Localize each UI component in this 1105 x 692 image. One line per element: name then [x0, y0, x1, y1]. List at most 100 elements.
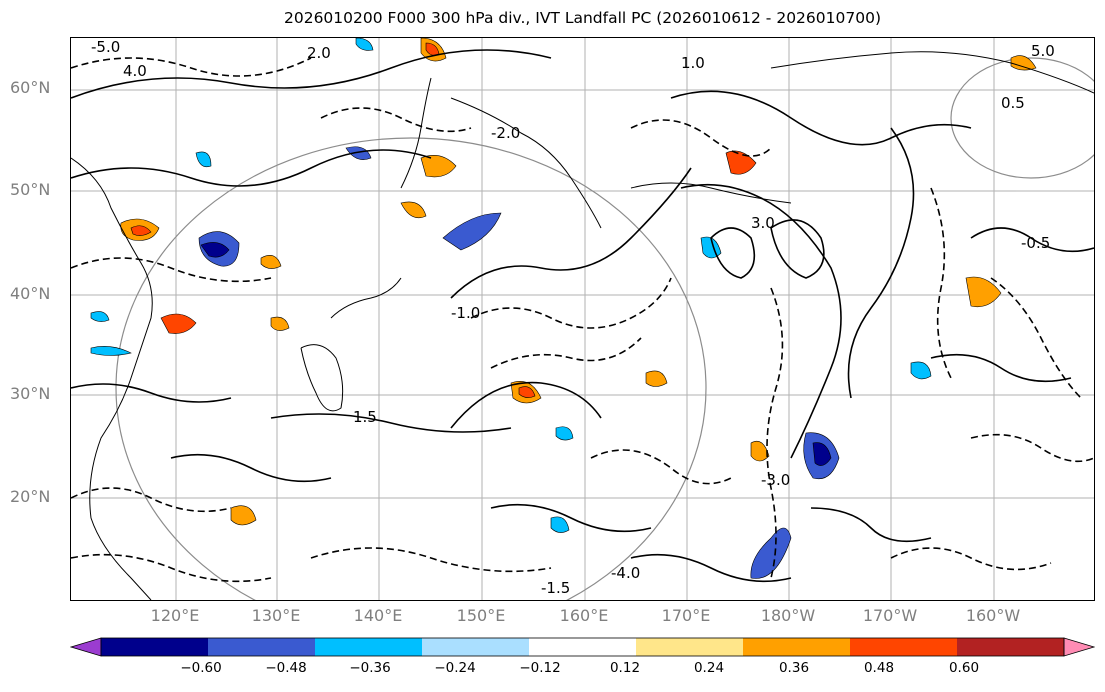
- shade-patch: [750, 440, 770, 462]
- lat-label-30n: 30°N: [10, 384, 51, 403]
- contour-label: -0.5: [1021, 234, 1050, 252]
- shade-patch: [965, 276, 1002, 307]
- colorbar-segment: [208, 638, 316, 656]
- shade-patch: [812, 442, 832, 466]
- contour-line: [810, 507, 932, 543]
- contour-line-dashed: [890, 547, 1052, 571]
- shade-patch: [355, 38, 374, 51]
- contour-line-dashed: [71, 57, 312, 77]
- contour-line: [71, 383, 232, 403]
- shade-patch: [750, 527, 792, 579]
- contour-label: -1.0: [451, 304, 480, 322]
- contour-line: [847, 127, 915, 399]
- shade-patch: [260, 255, 282, 269]
- map-title: 2026010200 F000 300 hPa div., IVT Landfa…: [283, 9, 881, 27]
- lat-label-60n: 60°N: [10, 78, 51, 97]
- colorbar-segment: [101, 638, 209, 656]
- contour-line-dashed: [970, 433, 1094, 463]
- shade-patch: [345, 146, 372, 160]
- shade-patch: [442, 212, 502, 251]
- contour-label: 0.5: [1001, 94, 1025, 112]
- contour-line: [170, 453, 332, 483]
- contour-label: 4.0: [123, 62, 147, 80]
- colorbar-extend-high: [1063, 637, 1095, 657]
- colorbar-tick: 0.24: [693, 660, 725, 676]
- lon-label-160e: 160°E: [559, 606, 609, 625]
- shade-patch: [270, 316, 290, 331]
- colorbar-tick: −0.36: [349, 660, 391, 676]
- contour-label: 2.0: [307, 44, 331, 62]
- shade-patch: [645, 370, 668, 387]
- contour-line: [670, 90, 972, 146]
- shade-patch: [420, 155, 457, 178]
- coastline-kamchatka: [450, 97, 602, 229]
- coastline-japan-south: [300, 344, 344, 412]
- shade-patch: [90, 311, 110, 322]
- contour-label: -1.5: [541, 579, 570, 597]
- contour-line-dashed: [71, 257, 272, 283]
- lat-label-50n: 50°N: [10, 180, 51, 199]
- coastline-asia: [71, 157, 153, 600]
- colorbar-tick: 0.36: [778, 660, 810, 676]
- colorbar-segment: [529, 638, 637, 656]
- contour-labels: 2.0 1.0 0.5 -0.5 -1.0 -2.0 3.0 -3.0 1.5 …: [91, 38, 1055, 597]
- contour-line: [71, 149, 432, 187]
- contour-line: [450, 167, 692, 299]
- shade-patch: [725, 150, 757, 175]
- map-canvas: 2.0 1.0 0.5 -0.5 -1.0 -2.0 3.0 -3.0 1.5 …: [71, 38, 1094, 600]
- contour-line-dashed: [766, 287, 784, 579]
- contour-line: [270, 413, 512, 433]
- colorbar-tick: 0.48: [863, 660, 895, 676]
- contour-line-dashed: [71, 487, 232, 513]
- shade-patch: [910, 361, 932, 380]
- shade-patch: [160, 313, 197, 334]
- contour-line: [710, 227, 756, 279]
- contour-label: 5.0: [1031, 42, 1055, 60]
- colorbar-tick: 0.60: [948, 660, 980, 676]
- contour-line: [770, 219, 825, 279]
- shade-patch: [130, 225, 152, 236]
- contour-line-dashed: [320, 107, 472, 133]
- contour-line: [490, 503, 652, 533]
- lat-label-20n: 20°N: [10, 487, 51, 506]
- shade-patch: [400, 201, 427, 219]
- colorbar-frame: [100, 637, 1065, 657]
- region-circle-ne: [950, 57, 1094, 179]
- shade-patch: [90, 346, 132, 356]
- coastline-honshu: [330, 277, 402, 319]
- shade-patch: [195, 151, 212, 167]
- colorbar-tick: −0.48: [265, 660, 307, 676]
- lon-label-120e: 120°E: [150, 606, 200, 625]
- colorbar-tick: −0.60: [180, 660, 222, 676]
- contour-line-dashed: [310, 547, 552, 573]
- contour-line-dashed: [930, 187, 952, 379]
- colorbar: [70, 637, 1095, 657]
- lat-label-40n: 40°N: [10, 284, 51, 303]
- contour-line: [680, 183, 842, 459]
- contour-label: 1.5: [353, 408, 377, 426]
- contour-label: 3.0: [751, 214, 775, 232]
- colorbar-segments: [70, 637, 1095, 657]
- colorbar-segment: [636, 638, 744, 656]
- contour-line: [930, 353, 1072, 383]
- contour-line: [450, 381, 602, 429]
- map-panel: 2.0 1.0 0.5 -0.5 -1.0 -2.0 3.0 -3.0 1.5 …: [70, 37, 1095, 601]
- coastline-alaska: [770, 51, 1094, 94]
- lon-label-150e: 150°E: [456, 606, 506, 625]
- contour-label: -2.0: [491, 124, 520, 142]
- contour-line-dashed: [990, 277, 1082, 399]
- shade-patch: [550, 516, 570, 533]
- colorbar-segment: [743, 638, 851, 656]
- contour-line-dashed: [470, 277, 672, 329]
- lon-label-140e: 140°E: [353, 606, 403, 625]
- coastlines: [71, 51, 1094, 600]
- contour-label: -4.0: [611, 564, 640, 582]
- contour-line: [630, 553, 792, 583]
- lon-label-160w: 160°W: [965, 606, 1021, 625]
- contour-line-dashed: [590, 449, 732, 485]
- lon-label-130e: 130°E: [251, 606, 301, 625]
- contours-negative: [71, 57, 1094, 583]
- lon-label-170e: 170°E: [661, 606, 711, 625]
- colorbar-segment: [850, 638, 958, 656]
- contour-line-dashed: [71, 553, 272, 583]
